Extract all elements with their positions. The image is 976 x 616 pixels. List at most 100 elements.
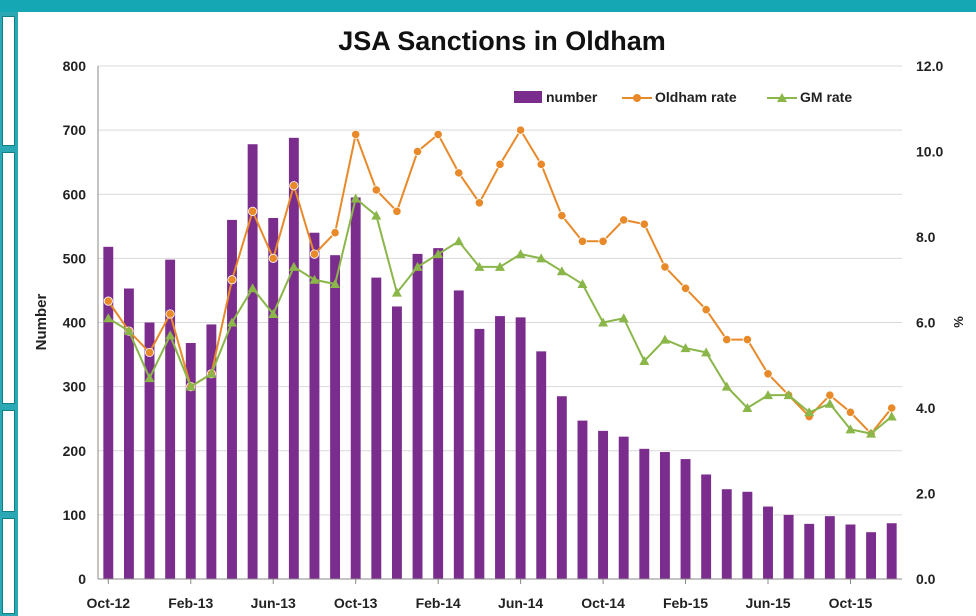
point-oldham-rate bbox=[309, 249, 320, 259]
point-oldham-rate bbox=[825, 390, 835, 400]
bar-number bbox=[701, 474, 712, 579]
bar-number bbox=[185, 343, 196, 579]
point-gm-rate bbox=[783, 390, 794, 400]
chart-svg: JSA Sanctions in Oldham 0 100 200 300 400 500… bbox=[33, 26, 966, 611]
bar-number bbox=[577, 420, 588, 579]
point-gm-rate bbox=[371, 210, 382, 220]
y2-tick-label: 12.0 bbox=[916, 58, 943, 74]
y-tick-label: 0 bbox=[78, 571, 86, 587]
point-oldham-rate bbox=[577, 236, 588, 246]
point-gm-rate bbox=[247, 283, 258, 293]
point-oldham-rate bbox=[660, 262, 670, 272]
chart-area: JSA Sanctions in Oldham 0 100 200 300 400 500… bbox=[18, 12, 976, 616]
point-gm-rate bbox=[495, 261, 505, 271]
point-gm-rate bbox=[804, 407, 815, 417]
point-gm-rate bbox=[227, 317, 237, 327]
x-tick-label: Oct-12 bbox=[87, 595, 131, 611]
legend-label-oldham-rate: Oldham rate bbox=[655, 89, 737, 105]
bar-number bbox=[515, 317, 526, 579]
point-oldham-rate bbox=[516, 125, 526, 135]
y-tick-label: 200 bbox=[63, 443, 87, 459]
bar-series-number bbox=[103, 137, 897, 580]
point-oldham-rate bbox=[680, 283, 691, 293]
point-oldham-rate bbox=[103, 296, 113, 306]
bar-number bbox=[886, 523, 897, 579]
point-oldham-rate bbox=[392, 206, 402, 216]
left-panel-frame bbox=[0, 12, 18, 616]
point-gm-rate bbox=[288, 261, 299, 271]
bar-number bbox=[350, 197, 361, 580]
left-panel-thumbnail[interactable] bbox=[2, 518, 15, 614]
bar-number bbox=[268, 217, 279, 579]
y-tick-label: 300 bbox=[63, 379, 87, 395]
y2-tick-label: 6.0 bbox=[916, 315, 936, 331]
legend-swatch-number bbox=[514, 91, 542, 103]
bar-number bbox=[371, 277, 382, 579]
bar-number bbox=[866, 532, 877, 579]
x-tick-label: Feb-13 bbox=[168, 595, 213, 611]
bar-number bbox=[680, 459, 691, 579]
x-axis-ticks: Oct-12 Feb-13 Jun-13 Oct-13 Feb-14 Jun-14 Oct-… bbox=[87, 579, 873, 611]
x-tick-label: Oct-15 bbox=[829, 595, 873, 611]
bar-number bbox=[783, 514, 794, 579]
point-gm-rate bbox=[309, 274, 320, 284]
y-tick-label: 100 bbox=[63, 507, 87, 523]
point-oldham-rate bbox=[701, 305, 711, 315]
bar-number bbox=[412, 253, 423, 580]
x-tick-label: Feb-14 bbox=[416, 595, 461, 611]
bar-number bbox=[247, 144, 258, 580]
bar-number bbox=[288, 137, 299, 579]
bar-number bbox=[227, 219, 237, 579]
point-gm-rate bbox=[639, 355, 650, 365]
point-oldham-rate bbox=[536, 159, 546, 169]
point-gm-rate bbox=[206, 368, 217, 378]
y-tick-label: 500 bbox=[63, 250, 87, 266]
chart-title: JSA Sanctions in Oldham bbox=[338, 26, 666, 56]
point-gm-rate bbox=[598, 317, 609, 327]
point-gm-rate bbox=[618, 313, 629, 323]
left-panel-thumbnail[interactable] bbox=[2, 410, 15, 512]
point-oldham-rate bbox=[144, 347, 155, 358]
bar-number bbox=[556, 396, 567, 579]
point-oldham-rate bbox=[227, 275, 237, 285]
point-gm-rate bbox=[515, 249, 526, 259]
point-oldham-rate bbox=[351, 129, 361, 139]
y2-tick-label: 8.0 bbox=[916, 229, 936, 245]
left-panel-thumbnail[interactable] bbox=[2, 16, 15, 146]
bar-number bbox=[144, 322, 155, 579]
point-oldham-rate bbox=[845, 407, 856, 417]
point-gm-rate bbox=[701, 347, 712, 357]
y-tick-label: 700 bbox=[63, 122, 87, 138]
x-tick-label: Feb-15 bbox=[663, 595, 708, 611]
x-tick-label: Jun-14 bbox=[498, 595, 543, 611]
bar-number bbox=[391, 306, 402, 579]
y-tick-label: 400 bbox=[63, 315, 87, 331]
point-gm-rate bbox=[680, 343, 691, 353]
legend-label-number: number bbox=[546, 89, 598, 105]
bar-number bbox=[330, 255, 341, 579]
point-oldham-rate bbox=[495, 159, 505, 169]
point-oldham-rate bbox=[742, 334, 752, 345]
y2-tick-label: 4.0 bbox=[916, 400, 936, 416]
bar-number bbox=[721, 489, 732, 579]
point-oldham-rate bbox=[412, 146, 423, 157]
point-gm-rate bbox=[144, 373, 155, 383]
y2-tick-label: 10.0 bbox=[916, 144, 943, 160]
bar-number bbox=[206, 324, 217, 579]
y-tick-label: 600 bbox=[63, 186, 87, 202]
point-gm-rate bbox=[556, 266, 567, 276]
left-panel-thumbnail[interactable] bbox=[2, 152, 15, 404]
line-series bbox=[103, 125, 897, 439]
point-oldham-rate bbox=[330, 228, 340, 238]
bar-number bbox=[742, 491, 753, 579]
point-oldham-rate bbox=[619, 215, 629, 225]
point-oldham-rate bbox=[722, 334, 732, 345]
point-gm-rate bbox=[886, 411, 897, 421]
y2-axis-label: % bbox=[951, 316, 966, 328]
point-gm-rate bbox=[453, 236, 464, 246]
bar-number bbox=[804, 523, 815, 579]
point-gm-rate bbox=[412, 261, 423, 271]
point-oldham-rate bbox=[165, 309, 175, 319]
point-gm-rate bbox=[165, 330, 176, 340]
point-oldham-rate bbox=[598, 236, 608, 246]
